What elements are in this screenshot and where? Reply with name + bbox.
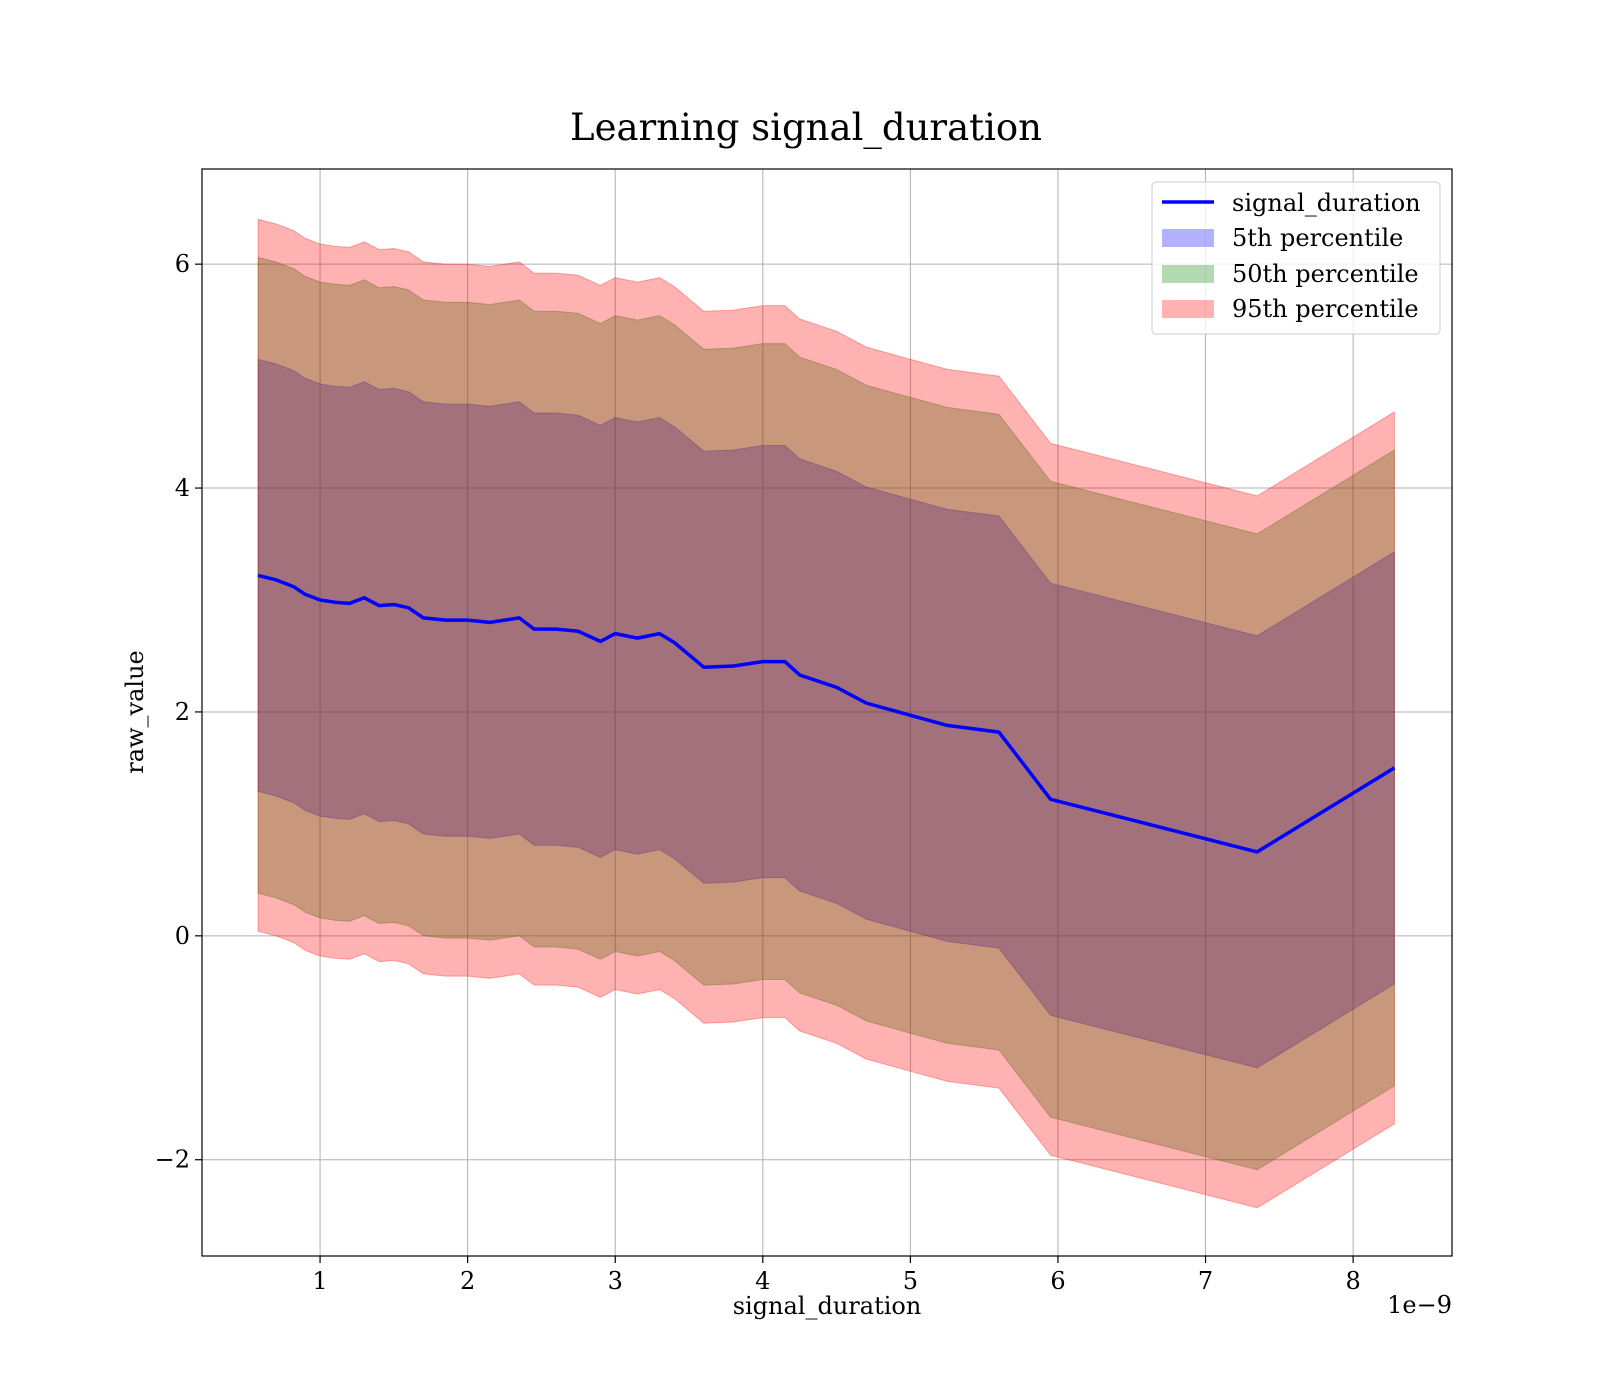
y-tick-label: 2: [175, 698, 190, 726]
band-50th-percentile: [257, 256, 1395, 1171]
x-tick-label: 6: [1050, 1267, 1065, 1295]
band-95th-percentile: [257, 218, 1395, 1209]
x-axis-offset-label: 1e−9: [1387, 1291, 1452, 1319]
legend: signal_duration 5th percentile 50th perc…: [1151, 181, 1441, 335]
x-axis-label: signal_duration: [733, 1292, 922, 1320]
legend-box: [1151, 181, 1441, 335]
x-tick-label: 4: [755, 1267, 770, 1295]
y-tick-label: 6: [175, 250, 190, 278]
x-tick-label: 2: [460, 1267, 475, 1295]
x-tick-label: 8: [1345, 1267, 1360, 1295]
tick-layer: 1 2 3 4 5 6 7 8 −2 0 2 4 6: [155, 250, 1361, 1295]
legend-swatch-95th: [1162, 300, 1214, 318]
series-line-layer: [257, 573, 1396, 854]
y-axis-label: raw_value: [121, 650, 149, 774]
legend-swatch-5th: [1162, 229, 1214, 247]
x-tick-label: 1: [312, 1267, 327, 1295]
band-5th-percentile: [257, 358, 1395, 1069]
y-tick-label: −2: [155, 1146, 190, 1174]
legend-label-95th: 95th percentile: [1232, 295, 1419, 323]
x-tick-label: 3: [608, 1267, 623, 1295]
legend-label-50th: 50th percentile: [1232, 260, 1419, 288]
grid-layer: [202, 169, 1452, 1256]
percentile-bands: [257, 218, 1395, 1209]
x-tick-label: 7: [1198, 1267, 1213, 1295]
chart-title: Learning signal_duration: [570, 106, 1042, 150]
series-line-signal-duration: [257, 573, 1396, 854]
x-tick-label: 5: [903, 1267, 918, 1295]
y-tick-label: 0: [175, 922, 190, 950]
y-tick-label: 4: [175, 474, 190, 502]
legend-swatch-50th: [1162, 265, 1214, 283]
legend-label-line: signal_duration: [1232, 189, 1421, 217]
legend-label-5th: 5th percentile: [1232, 224, 1403, 252]
